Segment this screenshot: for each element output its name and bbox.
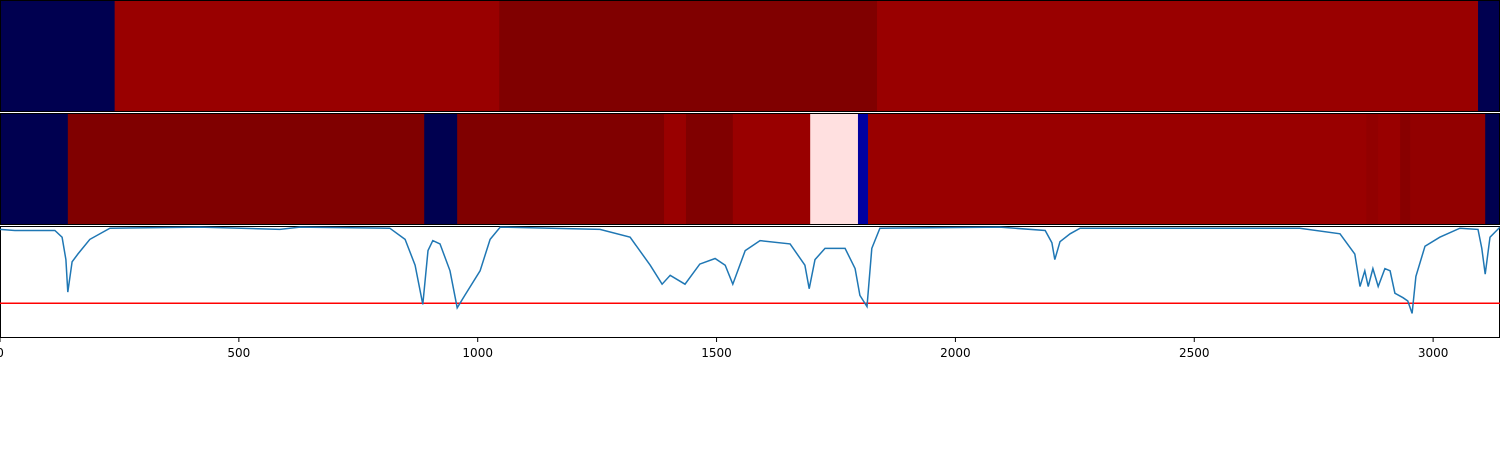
x-tick-label: 2500 bbox=[1179, 346, 1210, 360]
heat-segment bbox=[867, 113, 1367, 225]
heat-segment bbox=[67, 113, 425, 225]
x-tick-label: 1000 bbox=[462, 346, 493, 360]
heat-segment bbox=[0, 0, 116, 112]
heat-segment bbox=[499, 0, 878, 112]
heat-segment bbox=[114, 0, 500, 112]
heat-segment bbox=[1478, 0, 1500, 112]
heat-segment bbox=[457, 113, 665, 225]
heat-segment bbox=[1410, 113, 1486, 225]
heat-segment bbox=[1485, 113, 1500, 225]
heat-segment bbox=[1378, 113, 1401, 225]
x-tick-label: 3000 bbox=[1418, 346, 1449, 360]
heat-segment bbox=[1400, 113, 1411, 225]
heat-segment bbox=[1366, 113, 1379, 225]
heat-segment bbox=[877, 0, 1479, 112]
heat-segment bbox=[0, 113, 69, 225]
plot-frame bbox=[0, 226, 1500, 338]
x-tick-label: 1500 bbox=[701, 346, 732, 360]
x-tick-label: 0 bbox=[0, 346, 4, 360]
heat-segment bbox=[810, 113, 859, 225]
line-series bbox=[0, 226, 1500, 314]
heat-segment bbox=[664, 113, 687, 225]
heat-segment bbox=[685, 113, 734, 225]
x-tick-label: 2000 bbox=[940, 346, 971, 360]
heat-segment bbox=[857, 113, 869, 225]
heat-segment bbox=[732, 113, 811, 225]
x-tick-label: 500 bbox=[227, 346, 250, 360]
heat-segment bbox=[424, 113, 458, 225]
